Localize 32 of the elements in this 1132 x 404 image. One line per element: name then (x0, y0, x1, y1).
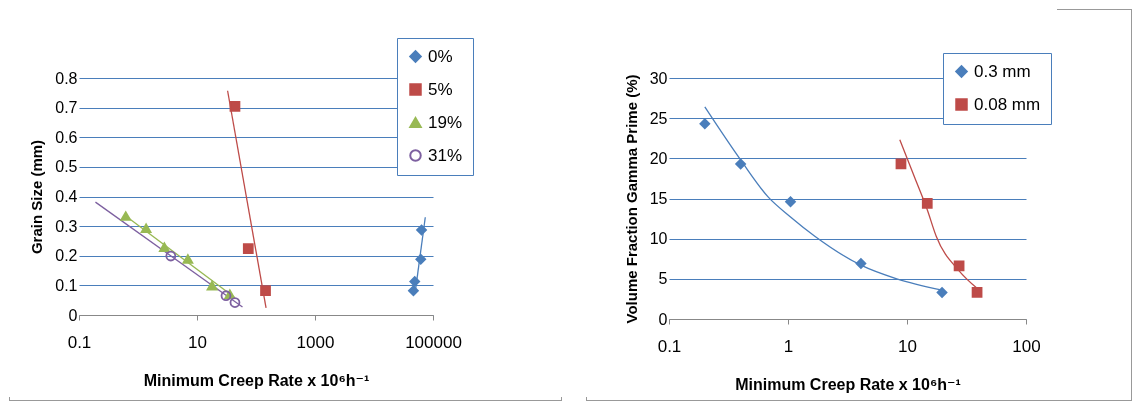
legend-label: 0% (428, 46, 453, 66)
y-tick-label: 0.1 (55, 276, 78, 294)
x-tick-label: 10 (188, 332, 207, 352)
y-tick-label: 15 (649, 190, 668, 207)
x-axis-title: Minimum Creep Rate x 10⁶h⁻¹ (735, 375, 961, 393)
x-axis-title: Minimum Creep Rate x 10⁶h⁻¹ (143, 371, 370, 389)
y-tick-label: 0.7 (55, 99, 78, 117)
legend-label: 0.08 mm (974, 94, 1041, 114)
x-tick-label: 1000 (296, 332, 335, 352)
x-tick-label: 100 (1012, 336, 1041, 356)
y-tick-label: 0 (68, 306, 78, 324)
y-tick-label: 0.6 (55, 128, 78, 146)
y-tick-label: 0.2 (55, 247, 78, 265)
y-tick-label: 30 (649, 69, 668, 87)
y-tick-label: 0.8 (55, 69, 78, 87)
x-tick-label: 10 (898, 336, 917, 356)
y-tick-label: 0.5 (55, 158, 78, 176)
legend-label: 19% (428, 112, 463, 132)
legend-label: 31% (428, 145, 463, 165)
x-tick-label: 1 (783, 336, 794, 356)
y-tick-label: 0.3 (55, 217, 78, 235)
y-axis-title: Grain Size (mm) (28, 139, 46, 255)
y-tick-label: 0 (658, 310, 668, 328)
y-tick-label: 10 (649, 230, 668, 248)
y-axis-title: Volume Fraction Gamma Prime (%) (622, 74, 640, 324)
x-tick-label: 100000 (405, 332, 462, 352)
y-tick-label: 20 (649, 149, 668, 167)
y-tick-label: 0.4 (55, 188, 78, 205)
y-tick-label: 25 (649, 109, 668, 127)
legend-label: 5% (428, 79, 453, 99)
y-tick-label: 5 (658, 270, 668, 288)
legend-label: 0.3 mm (974, 61, 1031, 81)
